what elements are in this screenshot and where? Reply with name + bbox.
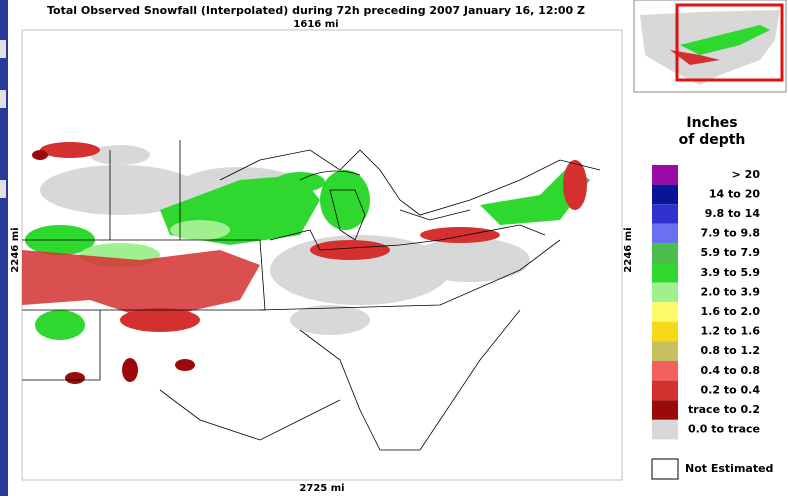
legend-swatch (652, 204, 678, 224)
legend-label: 5.9 to 7.9 (701, 246, 760, 259)
legend-label: 0.2 to 0.4 (701, 383, 761, 396)
legend-swatch (652, 282, 678, 303)
legend-swatch (652, 419, 678, 440)
legend-swatch (652, 243, 678, 263)
legend: Inches of depth Not Estimated > 20 14 to … (651, 115, 773, 480)
legend-swatch (652, 321, 678, 342)
legend-label: 7.9 to 9.8 (701, 227, 760, 240)
scale-top: 1616 mi (293, 19, 338, 30)
scale-left: 2246 mi (10, 227, 21, 272)
legend-label: trace to 0.2 (688, 403, 760, 416)
scale-right: 2246 mi (623, 227, 634, 272)
legend-label: > 20 (732, 168, 761, 181)
legend-swatch (652, 380, 678, 401)
legend-label: 3.9 to 5.9 (701, 266, 760, 279)
side-tab (0, 180, 6, 198)
legend-swatch (652, 184, 678, 205)
legend-swatch (652, 263, 678, 283)
legend-title: of depth (679, 132, 746, 148)
scale-bottom: 2725 mi (299, 483, 344, 494)
legend-label: 0.8 to 1.2 (701, 344, 760, 357)
legend-label: Not Estimated (685, 462, 773, 475)
legend-swatch (652, 302, 678, 322)
title: Total Observed Snowfall (Interpolated) d… (47, 4, 585, 17)
legend-label: 2.0 to 3.9 (701, 285, 760, 298)
inset-map (633, 0, 787, 93)
legend-swatch (652, 165, 678, 185)
legend-label: 1.2 to 1.6 (701, 325, 761, 338)
legend-swatch (651, 458, 679, 480)
legend-label: 1.6 to 2.0 (701, 305, 761, 318)
legend-label: 14 to 20 (709, 187, 760, 200)
legend-label: 0.0 to trace (688, 423, 760, 436)
side-tab (0, 90, 6, 108)
legend-label: 0.4 to 0.8 (701, 364, 760, 377)
legend-swatch (652, 361, 678, 381)
legend-label: 9.8 to 14 (705, 207, 761, 220)
legend-swatch (652, 341, 678, 361)
map (21, 29, 623, 481)
legend-swatch (652, 223, 678, 244)
legend-title: Inches (686, 115, 737, 131)
legend-swatch (652, 400, 678, 420)
side-strip (0, 0, 8, 496)
side-tab (0, 40, 6, 58)
